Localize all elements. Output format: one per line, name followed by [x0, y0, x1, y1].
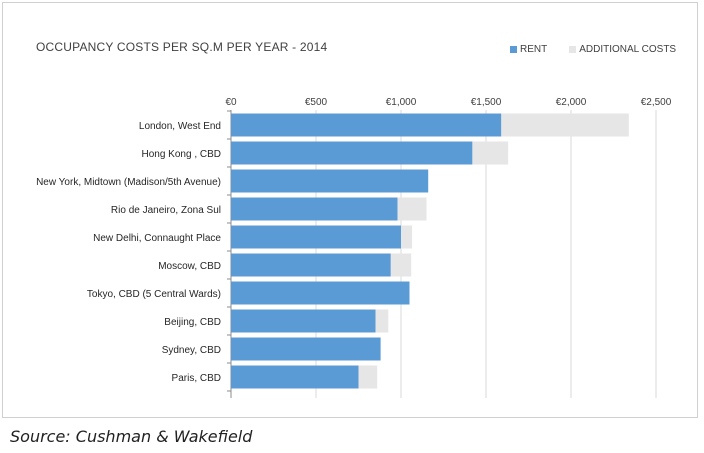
legend-swatch-additional-costs — [569, 46, 577, 53]
x-tick-label-5: €2,500 — [641, 97, 672, 108]
bar-rent-0 — [231, 113, 502, 137]
bar-additional-costs-3 — [397, 197, 427, 221]
bar-rent-8 — [231, 337, 381, 361]
category-label-8: Sydney, CBD — [162, 345, 221, 356]
category-label-2: New York, Midtown (Madison/5th Avenue) — [36, 177, 221, 188]
legend-item-additional-costs: ADDITIONAL COSTS — [569, 44, 676, 55]
bar-rent-2 — [231, 169, 429, 193]
category-label-5: Moscow, CBD — [158, 261, 221, 272]
chart-title: OCCUPANCY COSTS PER SQ.M PER YEAR - 2014 — [36, 40, 328, 54]
bar-rent-9 — [231, 365, 359, 389]
x-tick-label-3: €1,500 — [471, 97, 502, 108]
bar-rent-6 — [231, 281, 410, 305]
bar-additional-costs-7 — [375, 309, 389, 333]
chart-legend: RENT ADDITIONAL COSTS — [510, 44, 676, 55]
legend-item-rent: RENT — [510, 44, 547, 55]
source-note: Source: Cushman & Wakefield — [10, 427, 253, 446]
category-label-1: Hong Kong , CBD — [142, 149, 222, 160]
category-label-7: Beijing, CBD — [164, 317, 221, 328]
category-label-0: London, West End — [139, 121, 221, 132]
bar-rent-1 — [231, 141, 473, 165]
category-label-9: Paris, CBD — [172, 373, 221, 384]
bar-additional-costs-5 — [390, 253, 412, 277]
category-label-6: Tokyo, CBD (5 Central Wards) — [87, 289, 221, 300]
bar-additional-costs-1 — [472, 141, 509, 165]
bar-additional-costs-9 — [358, 365, 378, 389]
bar-rent-7 — [231, 309, 376, 333]
x-tick-label-2: €1,000 — [386, 97, 417, 108]
x-tick-label-4: €2,000 — [556, 97, 587, 108]
bar-additional-costs-4 — [401, 225, 413, 249]
bar-rent-4 — [231, 225, 401, 249]
legend-label-additional-costs: ADDITIONAL COSTS — [579, 44, 677, 55]
bar-rent-3 — [231, 197, 398, 221]
legend-label-rent: RENT — [520, 44, 548, 55]
x-tick-label-0: €0 — [225, 97, 237, 108]
bar-rent-5 — [231, 253, 391, 277]
bar-additional-costs-0 — [501, 113, 629, 137]
category-label-4: New Delhi, Connaught Place — [93, 233, 221, 244]
x-tick-label-1: €500 — [305, 97, 328, 108]
legend-swatch-rent — [510, 46, 517, 53]
category-label-3: Rio de Janeiro, Zona Sul — [111, 205, 221, 216]
